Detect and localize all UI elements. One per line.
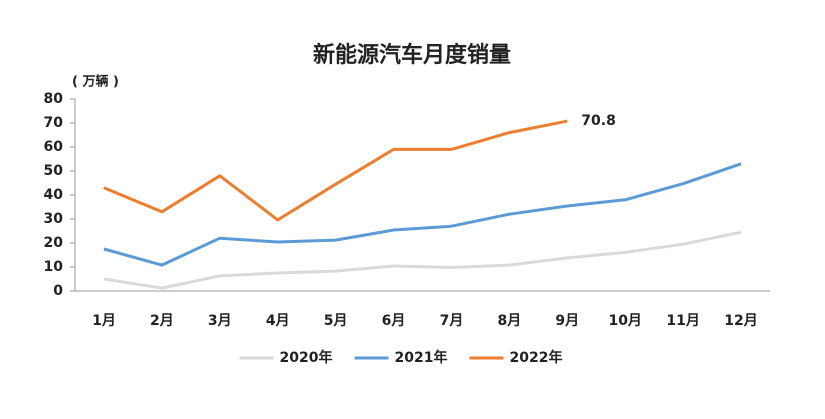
y-tick-label: 60 — [44, 139, 64, 155]
series-line — [103, 230, 742, 290]
legend-label: 2022年 — [510, 349, 563, 366]
x-tick-label: 11月 — [666, 313, 699, 329]
y-tick-label: 50 — [44, 163, 64, 179]
x-tick-label: 6月 — [382, 313, 406, 329]
series-line — [103, 119, 568, 222]
y-tick-label: 20 — [44, 235, 64, 251]
y-tick-label: 0 — [53, 283, 63, 299]
x-tick-label: 9月 — [555, 313, 579, 329]
y-tick-label: 80 — [44, 91, 64, 107]
x-tick-label: 7月 — [440, 313, 464, 329]
x-tick-label: 3月 — [208, 313, 232, 329]
legend-label: 2021年 — [395, 349, 448, 366]
series-line — [103, 162, 742, 267]
x-tick-label: 2月 — [150, 313, 174, 329]
y-tick-label: 70 — [44, 115, 64, 131]
x-tick-label: 4月 — [266, 313, 290, 329]
x-tick-label: 5月 — [324, 313, 348, 329]
legend-label: 2020年 — [280, 349, 333, 366]
y-tick-label: 30 — [44, 211, 64, 227]
x-tick-label: 12月 — [724, 313, 757, 329]
x-tick-label: 1月 — [92, 313, 116, 329]
x-tick-label: 8月 — [498, 313, 522, 329]
y-tick-label: 40 — [44, 187, 64, 203]
y-tick-label: 10 — [44, 259, 64, 275]
y-unit: ( 万辆 ) — [72, 74, 119, 90]
chart-title: 新能源汽车月度销量 — [313, 42, 511, 68]
x-tick-label: 10月 — [608, 313, 641, 329]
data-label: 70.8 — [581, 113, 616, 129]
